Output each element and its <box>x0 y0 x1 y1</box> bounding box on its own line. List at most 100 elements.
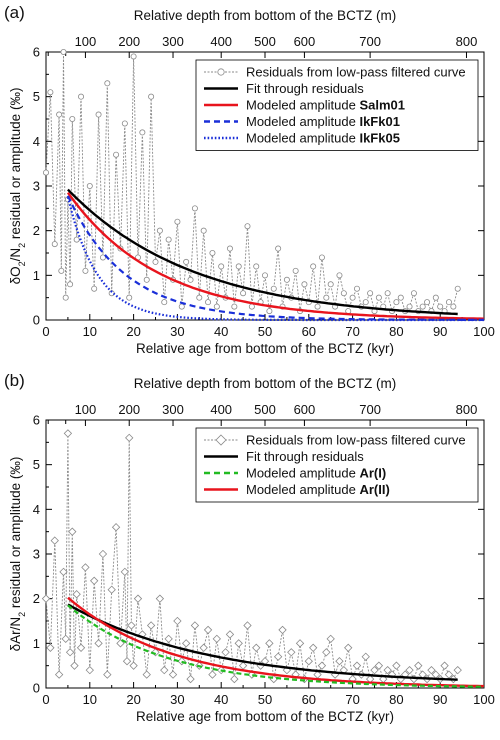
residual-point <box>454 285 461 292</box>
x-tick-label: 50 <box>258 692 272 707</box>
top-tick-label: 700 <box>359 402 381 417</box>
residual-point <box>120 567 130 577</box>
top-tick-label: 200 <box>118 402 140 417</box>
x-tick-label: 100 <box>473 324 495 339</box>
residual-point <box>310 263 317 270</box>
residual-point <box>183 258 190 265</box>
x-tick-label: 70 <box>345 324 359 339</box>
residual-point <box>392 661 401 670</box>
y-tick-label: 5 <box>33 457 40 472</box>
curve-salm01 <box>66 191 485 320</box>
residual-point <box>139 129 146 136</box>
residual-point <box>70 661 79 670</box>
x-axis-label: Relative age from bottom of the BCTZ (ky… <box>136 709 394 724</box>
residual-point <box>173 616 182 626</box>
residual-point <box>62 294 69 301</box>
residual-point <box>221 648 230 657</box>
residual-point <box>393 299 400 306</box>
residual-point <box>323 294 330 301</box>
residual-point <box>155 594 165 603</box>
residual-point <box>370 665 379 675</box>
residual-point <box>73 236 80 243</box>
x-tick-label: 70 <box>345 692 359 707</box>
residual-point <box>317 661 327 670</box>
top-tick-label: 500 <box>254 402 276 417</box>
legend-label: Modeled amplitude Ar(I) <box>246 466 386 481</box>
top-tick-label: 100 <box>75 402 97 417</box>
panel-label: (a) <box>4 3 25 22</box>
residual-point <box>283 276 290 283</box>
y-tick-label: 3 <box>33 179 40 194</box>
residual-point <box>410 290 417 297</box>
residual-point <box>78 93 85 100</box>
y-tick-label: 1 <box>33 636 40 651</box>
residual-point <box>86 182 93 189</box>
residual-point <box>238 661 248 670</box>
residual-point <box>383 665 392 675</box>
residual-point <box>50 536 59 545</box>
y-tick-label: 2 <box>33 591 40 606</box>
legend-label: Modeled amplitude Salm01 <box>246 98 405 113</box>
residual-point <box>265 639 274 648</box>
residual-point <box>43 169 50 176</box>
residual-point <box>301 281 308 288</box>
residual-point <box>127 621 136 630</box>
residual-point <box>104 80 111 87</box>
residual-point <box>98 549 108 559</box>
residual-point <box>85 665 94 675</box>
residual-point <box>161 299 168 306</box>
residual-point <box>94 639 103 648</box>
residual-point <box>450 303 457 310</box>
residual-point <box>181 639 191 648</box>
residual-point <box>397 294 404 301</box>
top-tick-label: 400 <box>210 34 232 49</box>
residual-point <box>191 205 198 212</box>
y-tick-label: 3 <box>33 547 40 562</box>
top-tick-label: 700 <box>359 34 381 49</box>
residual-line <box>45 433 459 681</box>
residual-point <box>129 661 138 670</box>
y-tick-label: 0 <box>33 313 40 328</box>
residual-point <box>230 674 239 684</box>
curve-ikfk05 <box>66 196 484 322</box>
residual-point <box>125 433 134 443</box>
residual-point <box>225 630 235 639</box>
x-tick-label: 20 <box>126 692 140 707</box>
residual-point <box>174 218 181 225</box>
top-tick-label: 400 <box>210 402 232 417</box>
residual-point <box>362 299 369 306</box>
residual-point <box>453 665 462 675</box>
y-tick-label: 4 <box>33 134 40 149</box>
residual-point <box>187 276 194 283</box>
curve-fit-through-residuals <box>67 188 458 316</box>
x-tick-label: 50 <box>258 324 272 339</box>
residual-point <box>384 290 391 297</box>
top-tick-label: 600 <box>294 402 316 417</box>
residual-point <box>270 285 277 292</box>
residual-point <box>95 111 102 118</box>
residual-point <box>248 303 255 310</box>
residual-point <box>103 670 112 679</box>
y-tick-label: 6 <box>33 413 40 428</box>
legend-label: Modeled amplitude Ar(II) <box>246 482 390 497</box>
y-axis-label: δAr/N2 residual or amplitude (‰) <box>8 457 27 652</box>
residual-point <box>58 267 65 274</box>
residual-point <box>244 223 251 230</box>
residual-point <box>432 294 439 301</box>
residual-point <box>47 89 54 96</box>
residual-point <box>437 303 444 310</box>
residual-point <box>116 639 125 648</box>
residual-point <box>287 648 296 657</box>
residual-point <box>292 267 299 274</box>
x-tick-label: 80 <box>389 692 403 707</box>
y-tick-label: 2 <box>33 223 40 238</box>
y-tick-label: 6 <box>33 45 40 60</box>
residual-point <box>82 267 89 274</box>
residual-point <box>213 303 220 310</box>
residual-point <box>266 308 273 315</box>
residual-point <box>99 254 106 261</box>
residual-point <box>419 303 426 310</box>
residual-point <box>231 303 238 310</box>
legend-label: Modeled amplitude IkFk05 <box>246 131 400 146</box>
x-tick-label: 0 <box>42 692 49 707</box>
